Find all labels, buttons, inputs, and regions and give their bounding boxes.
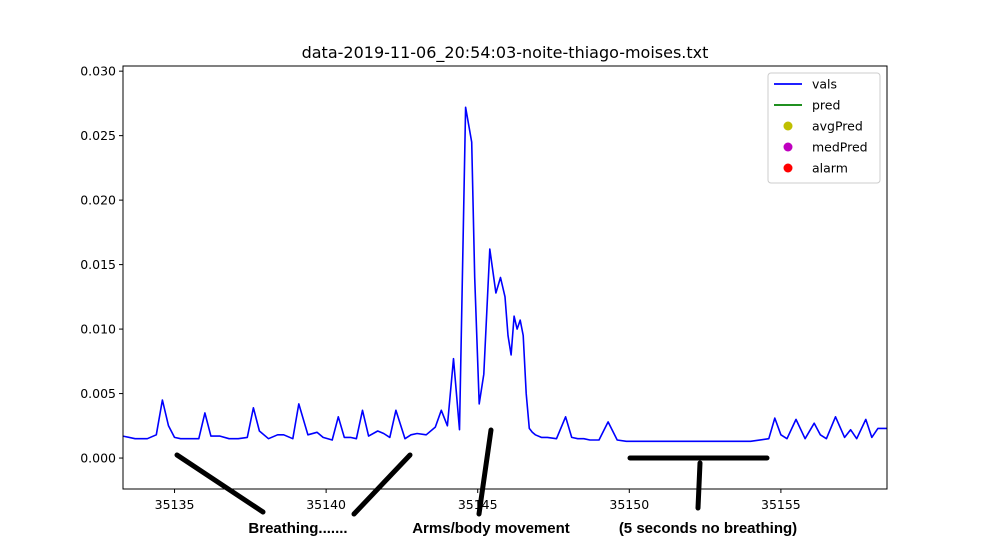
annotation-breathing: Breathing....... <box>248 520 347 537</box>
plot-frame <box>122 65 888 490</box>
y-tick-label: 0.010 <box>80 322 116 337</box>
legend-box <box>767 72 881 184</box>
annotation-no-breathing: (5 seconds no breathing) <box>619 520 797 537</box>
y-axis: 0.000 0.005 0.010 0.015 0.020 0.025 0.030 <box>80 64 123 466</box>
y-tick-label: 0.000 <box>80 451 116 466</box>
legend-label-pred: pred <box>812 98 840 113</box>
x-tick-label: 35155 <box>761 497 801 512</box>
y-tick-label: 0.030 <box>80 64 116 79</box>
x-tick-label: 35140 <box>306 497 346 512</box>
movement-annotation-stroke <box>476 427 494 517</box>
x-tick-label: 35135 <box>155 497 195 512</box>
breathing-annotation-stroke-right <box>351 452 413 517</box>
annotation-movement: Arms/body movement <box>412 520 570 537</box>
legend-label-alarm: alarm <box>812 161 848 176</box>
chart-title: data-2019-11-06_20:54:03-noite-thiago-mo… <box>302 43 709 63</box>
x-tick-label: 35150 <box>609 497 649 512</box>
legend-swatch-alarm <box>783 163 793 173</box>
legend: vals pred avgPred medPred alarm <box>767 72 881 184</box>
y-tick-label: 0.005 <box>80 386 116 401</box>
legend-label-avgPred: avgPred <box>812 119 863 134</box>
plot-area: 35135 35140 35145 35150 35155 0.000 0.005 0.01… <box>80 64 888 512</box>
y-tick-label: 0.020 <box>80 193 116 208</box>
series-layer <box>123 106 887 443</box>
annotation-marks <box>174 427 770 517</box>
series-line-vals <box>123 106 887 443</box>
x-axis: 35135 35140 35145 35150 35155 <box>155 489 801 512</box>
y-tick-label: 0.015 <box>80 257 116 272</box>
breathing-annotation-stroke-left <box>174 452 266 515</box>
legend-label-vals: vals <box>812 77 837 92</box>
apnea-annotation-stem <box>695 460 703 511</box>
x-tick-label: 35145 <box>458 497 498 512</box>
legend-swatch-avgPred <box>783 121 793 131</box>
legend-swatch-medPred <box>783 142 793 152</box>
legend-label-medPred: medPred <box>812 140 868 155</box>
y-tick-label: 0.025 <box>80 128 116 143</box>
